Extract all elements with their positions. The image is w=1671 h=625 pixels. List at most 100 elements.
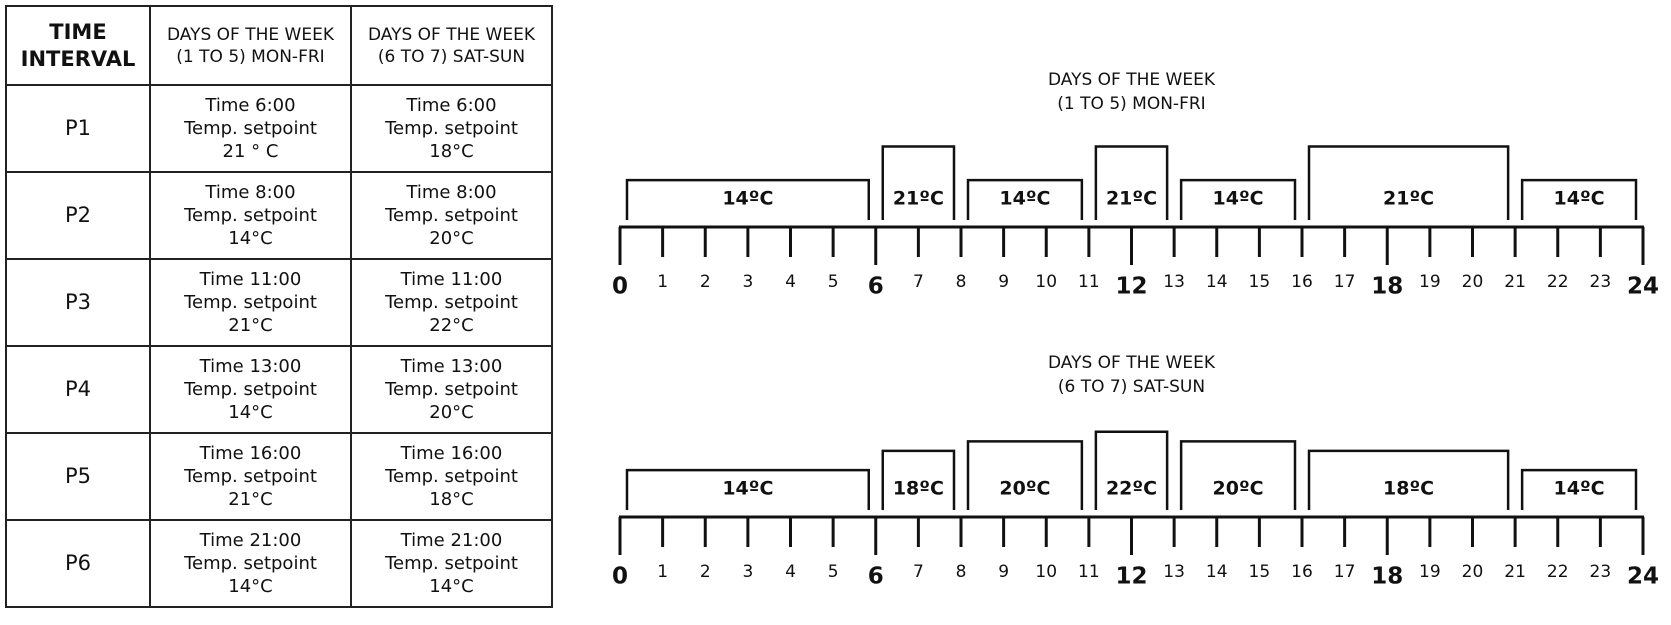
cell-line: Time 8:00 (406, 182, 497, 203)
cell-line: Time 8:00 (205, 182, 296, 203)
cell-line: Temp. setpoint (184, 466, 317, 487)
cell-line: Temp. setpoint (385, 553, 518, 574)
cell-line: 21 ° C (222, 141, 279, 162)
setpoint-block (1520, 178, 1638, 220)
timeline-title: (1 TO 5) MON-FRI (1057, 94, 1205, 114)
setpoint-cell: Time 13:00 Temp. setpoint 20°C (350, 345, 553, 434)
tick-label: 7 (913, 272, 924, 292)
cell-line: 14°C (228, 402, 273, 423)
tick-label: 8 (956, 562, 967, 582)
cell-line: 14°C (429, 576, 474, 597)
cell-line: 22°C (429, 315, 474, 336)
cell-line: (1 TO 5) MON-FRI (176, 46, 325, 67)
tick-label: 14 (1206, 272, 1228, 292)
interval-cell: P4 (5, 345, 151, 434)
cell-line: 20°C (429, 228, 474, 249)
tick-label: 9 (998, 562, 1009, 582)
setpoint-cell: Time 16:00 Temp. setpoint 21°C (149, 432, 352, 521)
setpoint-block (625, 178, 870, 220)
cell-line: DAYS OF THE WEEK (167, 24, 334, 45)
cell-line: Temp. setpoint (184, 292, 317, 313)
header-cell: TIME INTERVAL (5, 5, 151, 86)
table-row: P4 Time 13:00 Temp. setpoint 14°C Time 13:00… (5, 345, 553, 434)
tick-label: 19 (1419, 562, 1441, 582)
timeline-title: (6 TO 7) SAT-SUN (1058, 377, 1205, 397)
tick-label: 23 (1590, 272, 1612, 292)
tick-label: 1 (657, 562, 668, 582)
cell-line: 18°C (429, 489, 474, 510)
setpoint-cell: Time 8:00 Temp. setpoint 20°C (350, 171, 553, 260)
setpoint-cell: Time 6:00 Temp. setpoint 18°C (350, 84, 553, 173)
tick-label: 8 (956, 272, 967, 292)
cell-line: 21°C (228, 489, 273, 510)
cell-line: Time 6:00 (406, 95, 497, 116)
setpoint-cell: Time 13:00 Temp. setpoint 14°C (149, 345, 352, 434)
tick-label: 6 (868, 564, 884, 590)
cell-line: DAYS OF THE WEEK (368, 24, 535, 45)
block-label: 14ºC (1554, 478, 1605, 500)
tick-label: 5 (828, 562, 839, 582)
block-label: 21ºC (1106, 188, 1157, 210)
tick-label: 21 (1504, 562, 1526, 582)
table-row: P6 Time 21:00 Temp. setpoint 14°C Time 21:00… (5, 519, 553, 608)
block-label: 20ºC (999, 478, 1050, 500)
cell-line: Temp. setpoint (184, 118, 317, 139)
cell-line: Temp. setpoint (385, 205, 518, 226)
tick-label: 7 (913, 562, 924, 582)
setpoint-block (966, 178, 1084, 220)
schedule-table: TIME INTERVAL DAYS OF THE WEEK (1 TO 5) MON… (5, 5, 553, 608)
interval-cell: P6 (5, 519, 151, 608)
tick-label: 10 (1035, 562, 1057, 582)
tick-label: 13 (1163, 562, 1185, 582)
cell-line: Time 21:00 (400, 530, 503, 551)
setpoint-cell: Time 21:00 Temp. setpoint 14°C (350, 519, 553, 608)
header-cell: DAYS OF THE WEEK (1 TO 5) MON-FRI (149, 5, 352, 86)
tick-label: 3 (742, 562, 753, 582)
setpoint-block (881, 145, 956, 220)
cell-line: 14°C (228, 576, 273, 597)
setpoint-cell: Time 11:00 Temp. setpoint 22°C (350, 258, 553, 347)
table-row: P3 Time 11:00 Temp. setpoint 21°C Time 11:00… (5, 258, 553, 347)
table-row: P5 Time 16:00 Temp. setpoint 21°C Time 16:00… (5, 432, 553, 521)
cell-line: Temp. setpoint (184, 379, 317, 400)
cell-line: 14°C (228, 228, 273, 249)
cell-line: Temp. setpoint (385, 292, 518, 313)
tick-label: 16 (1291, 562, 1313, 582)
setpoint-block (1179, 178, 1297, 220)
cell-line: 21°C (228, 315, 273, 336)
cell-line: Time 11:00 (400, 269, 503, 290)
cell-line: TIME (49, 19, 107, 44)
tick-label: 0 (612, 274, 628, 300)
setpoint-cell: Time 16:00 Temp. setpoint 18°C (350, 432, 553, 521)
cell-line: Time 6:00 (205, 95, 296, 116)
tick-label: 12 (1115, 274, 1147, 300)
tick-label: 22 (1547, 562, 1569, 582)
cell-line: (6 TO 7) SAT-SUN (377, 46, 526, 67)
block-label: 20ºC (1213, 478, 1264, 500)
cell-line: INTERVAL (20, 46, 136, 71)
cell-line: Temp. setpoint (385, 118, 518, 139)
setpoint-block (1520, 468, 1638, 510)
cell-line: Temp. setpoint (184, 553, 317, 574)
block-label: 14ºC (1213, 188, 1264, 210)
tick-label: 22 (1547, 272, 1569, 292)
cell-line: Time 11:00 (199, 269, 302, 290)
interval-cell: P2 (5, 171, 151, 260)
table-row: P2 Time 8:00 Temp. setpoint 14°C Time 8:00 Te… (5, 171, 553, 260)
setpoint-block (1307, 145, 1510, 220)
tick-label: 3 (742, 272, 753, 292)
block-label: 14ºC (1554, 188, 1605, 210)
cell-line: Time 21:00 (199, 530, 302, 551)
setpoint-block (1179, 440, 1297, 510)
block-label: 18ºC (1383, 478, 1434, 500)
tick-label: 15 (1249, 272, 1271, 292)
tick-label: 2 (700, 562, 711, 582)
setpoint-block (966, 440, 1084, 510)
tick-label: 20 (1462, 562, 1484, 582)
interval-cell: P1 (5, 84, 151, 173)
tick-label: 10 (1035, 272, 1057, 292)
cell-line: Time 16:00 (199, 443, 302, 464)
table-row: P1 Time 6:00 Temp. setpoint 21 ° C Time 6:00… (5, 84, 553, 173)
